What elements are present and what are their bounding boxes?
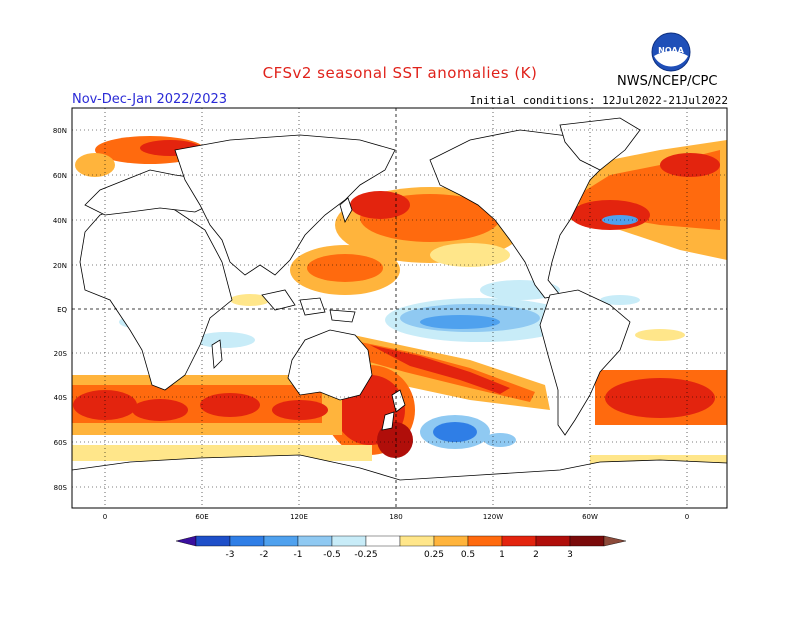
colorbar-label: -0.5 bbox=[323, 550, 341, 560]
lat-label: 80S bbox=[54, 484, 68, 492]
graticule bbox=[72, 108, 727, 508]
colorbar-label: -3 bbox=[226, 550, 235, 560]
latitude-labels: 80N 60N 40N 20N EQ 20S 40S 60S 80S bbox=[53, 127, 68, 492]
logo-text: NOAA bbox=[658, 46, 684, 55]
noaa-logo-icon: NOAA bbox=[651, 32, 691, 72]
anomaly-field bbox=[72, 108, 727, 508]
colorbar: -3 -2 -1 -0.5 -0.25 0.25 0.5 1 2 3 bbox=[175, 535, 627, 560]
lat-label: 20S bbox=[54, 350, 68, 358]
colorbar-label: 2 bbox=[533, 550, 539, 560]
colorbar-label: -0.25 bbox=[354, 550, 377, 560]
colorbar-label: 3 bbox=[567, 550, 573, 560]
lon-label: 0 bbox=[685, 513, 689, 521]
colorbar-swatch bbox=[195, 535, 231, 547]
colorbar-label: -2 bbox=[260, 550, 269, 560]
longitude-labels: 0 60E 120E 180 120W 60W 0 bbox=[103, 513, 689, 521]
colorbar-swatch bbox=[229, 535, 265, 547]
continents bbox=[71, 117, 728, 509]
lon-label: 0 bbox=[103, 513, 107, 521]
colorbar-swatch bbox=[331, 535, 367, 547]
lat-label: 60N bbox=[53, 172, 67, 180]
colorbar-label: 0.5 bbox=[461, 550, 475, 560]
colorbar-swatch bbox=[365, 535, 401, 547]
colorbar-arrow-high bbox=[603, 535, 627, 547]
colorbar-swatch bbox=[263, 535, 299, 547]
lat-label: 20N bbox=[53, 262, 67, 270]
lat-label: 60S bbox=[54, 439, 68, 447]
map-frame bbox=[71, 107, 728, 509]
initial-conditions-label: Initial conditions: 12Jul2022-21Jul2022 bbox=[469, 94, 728, 107]
colorbar-swatch bbox=[535, 535, 571, 547]
colorbar-label: -1 bbox=[294, 550, 303, 560]
colorbar-swatch bbox=[399, 535, 435, 547]
lon-label: 60E bbox=[195, 513, 208, 521]
colorbar-label: 0.25 bbox=[424, 550, 444, 560]
lat-label: EQ bbox=[57, 306, 67, 314]
colorbar-swatch bbox=[297, 535, 333, 547]
lon-label: 120W bbox=[483, 513, 503, 521]
map-title: CFSv2 seasonal SST anomalies (K) bbox=[262, 64, 538, 82]
lon-label: 120E bbox=[290, 513, 308, 521]
colorbar-swatch bbox=[433, 535, 469, 547]
lat-label: 80N bbox=[53, 127, 67, 135]
equator-dateline bbox=[72, 108, 727, 508]
lon-label: 180 bbox=[389, 513, 402, 521]
agency-label: NWS/NCEP/CPC bbox=[617, 74, 718, 89]
season-label: Nov-Dec-Jan 2022/2023 bbox=[72, 92, 228, 107]
lon-label: 60W bbox=[582, 513, 598, 521]
lat-label: 40S bbox=[54, 394, 68, 402]
colorbar-swatch bbox=[467, 535, 503, 547]
lat-label: 40N bbox=[53, 217, 67, 225]
colorbar-swatch bbox=[569, 535, 605, 547]
colorbar-swatch bbox=[501, 535, 537, 547]
colorbar-arrow-low bbox=[175, 535, 197, 547]
colorbar-label: 1 bbox=[499, 550, 505, 560]
